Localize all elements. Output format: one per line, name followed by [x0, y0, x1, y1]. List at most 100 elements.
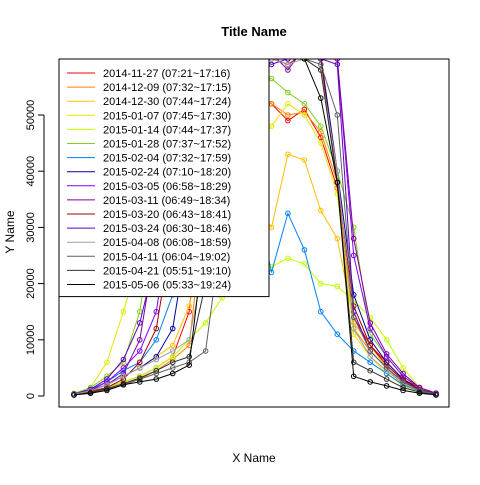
data-point	[220, 51, 225, 56]
data-point	[286, 51, 291, 56]
data-point	[318, 67, 324, 73]
legend-entry: 2015-01-07 (07:45~17:30)	[103, 110, 231, 122]
data-point	[186, 303, 192, 309]
data-point	[104, 387, 110, 394]
data-point	[269, 51, 274, 56]
data-point	[253, 51, 258, 56]
y-tick-label: 0	[25, 393, 37, 399]
data-point	[318, 280, 324, 287]
data-point	[169, 325, 176, 332]
data-point	[285, 101, 291, 107]
data-point	[383, 383, 390, 389]
data-point	[400, 379, 406, 385]
data-point	[334, 235, 341, 242]
legend-entry: 2015-05-06 (05:33~19:24)	[103, 280, 231, 292]
legend-entry: 2015-01-14 (07:44~17:37)	[103, 124, 231, 136]
data-point	[137, 337, 143, 343]
data-point	[186, 353, 192, 360]
data-point	[334, 283, 341, 290]
series-line	[73, 59, 437, 395]
data-point	[137, 348, 143, 354]
data-point	[202, 348, 209, 354]
data-point	[350, 235, 357, 242]
data-point	[286, 45, 291, 50]
data-point	[137, 365, 143, 371]
data-point	[253, 51, 258, 56]
data-point	[153, 356, 160, 363]
data-point	[400, 387, 406, 394]
data-point	[318, 61, 324, 68]
data-point	[285, 210, 291, 217]
data-point	[253, 45, 258, 50]
data-point	[269, 51, 274, 56]
data-point	[269, 51, 274, 56]
data-point	[87, 386, 94, 393]
data-point	[367, 353, 374, 360]
data-point	[334, 59, 341, 62]
data-point	[169, 359, 176, 366]
data-point	[285, 112, 291, 118]
data-point	[350, 325, 357, 332]
data-point	[236, 51, 241, 56]
legend: 2014-11-27 (07:21~17:16) 2014-12-09 (07:3…	[58, 58, 270, 298]
chart-title: Title Name	[221, 24, 287, 39]
data-point	[367, 359, 374, 366]
data-point	[187, 40, 192, 45]
plot-frame	[58, 58, 450, 408]
data-point	[400, 370, 406, 377]
data-point	[120, 308, 127, 315]
data-point	[285, 67, 291, 73]
data-point	[302, 51, 307, 56]
y-tick-label: 40000	[25, 156, 37, 187]
data-point	[318, 123, 324, 129]
data-point	[203, 40, 208, 45]
legend-entry: 2015-01-28 (07:37~17:52)	[103, 139, 231, 151]
data-point	[269, 45, 274, 50]
series-line	[73, 59, 437, 396]
data-point	[334, 179, 341, 186]
series-line	[73, 59, 437, 395]
data-point	[269, 51, 274, 56]
data-point	[319, 54, 324, 59]
data-point	[253, 51, 258, 56]
data-point	[367, 379, 374, 385]
data-point	[220, 45, 225, 50]
data-point	[137, 379, 143, 385]
y-tick-label: 50000	[25, 100, 37, 131]
data-point	[186, 337, 192, 343]
data-point	[367, 325, 374, 332]
data-point	[301, 157, 308, 163]
data-point	[285, 59, 291, 62]
data-point	[302, 45, 307, 50]
data-point	[253, 45, 258, 50]
data-point	[285, 61, 291, 68]
x-axis-label: X Name	[232, 451, 276, 465]
legend-entry: 2015-03-24 (06:30~18:46)	[103, 223, 231, 235]
data-point	[153, 337, 160, 343]
data-point	[301, 101, 308, 107]
data-point	[220, 45, 225, 50]
data-point	[285, 151, 291, 158]
data-point	[268, 59, 275, 62]
data-point	[104, 376, 110, 382]
data-point	[203, 40, 208, 45]
data-point	[383, 351, 390, 357]
data-point	[253, 45, 258, 50]
data-point	[137, 320, 143, 326]
data-point	[120, 382, 127, 388]
data-point	[416, 390, 423, 397]
data-point	[269, 45, 274, 50]
data-point	[334, 331, 341, 338]
data-point	[202, 320, 209, 326]
legend-entry: 2015-02-24 (07:10~18:20)	[103, 167, 231, 179]
data-point	[104, 359, 110, 366]
series-line	[73, 59, 437, 396]
data-point	[301, 247, 308, 253]
legend-entry: 2015-04-21 (05:51~19:10)	[103, 265, 231, 277]
data-point	[383, 376, 390, 382]
series-16	[71, 45, 439, 398]
data-point	[350, 359, 357, 366]
series-line	[73, 59, 437, 396]
